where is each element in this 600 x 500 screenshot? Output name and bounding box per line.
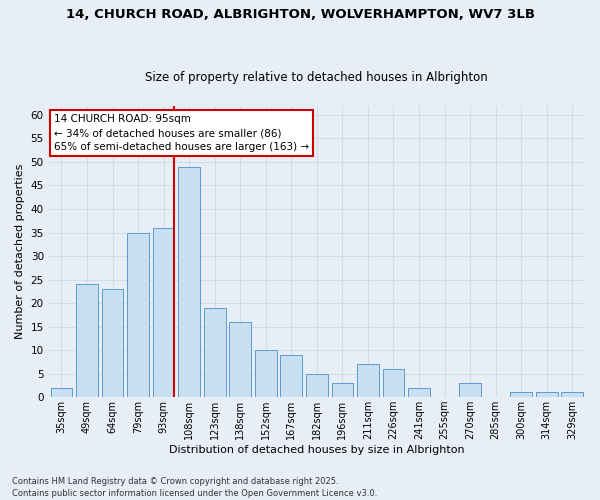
Bar (332, 383, 353, 397)
Text: Contains HM Land Registry data © Crown copyright and database right 2025.
Contai: Contains HM Land Registry data © Crown c… (12, 476, 377, 498)
Text: 14 CHURCH ROAD: 95sqm
← 34% of detached houses are smaller (86)
65% of semi-deta: 14 CHURCH ROAD: 95sqm ← 34% of detached … (54, 114, 309, 152)
Bar (562, 392, 583, 397)
Bar (50, 388, 72, 397)
Bar (127, 232, 149, 397)
Bar (101, 289, 124, 397)
Bar (357, 364, 379, 397)
Bar (280, 355, 302, 397)
X-axis label: Distribution of detached houses by size in Albrighton: Distribution of detached houses by size … (169, 445, 464, 455)
Bar (408, 388, 430, 397)
Bar (178, 166, 200, 397)
Text: 14, CHURCH ROAD, ALBRIGHTON, WOLVERHAMPTON, WV7 3LB: 14, CHURCH ROAD, ALBRIGHTON, WOLVERHAMPT… (65, 8, 535, 20)
Bar (383, 369, 404, 397)
Bar (306, 374, 328, 397)
Bar (510, 392, 532, 397)
Bar (536, 392, 557, 397)
Bar (204, 308, 226, 397)
Bar (229, 322, 251, 397)
Bar (255, 350, 277, 397)
Bar (76, 284, 98, 397)
Bar (153, 228, 175, 397)
Bar (459, 383, 481, 397)
Title: Size of property relative to detached houses in Albrighton: Size of property relative to detached ho… (145, 70, 488, 84)
Y-axis label: Number of detached properties: Number of detached properties (15, 164, 25, 339)
